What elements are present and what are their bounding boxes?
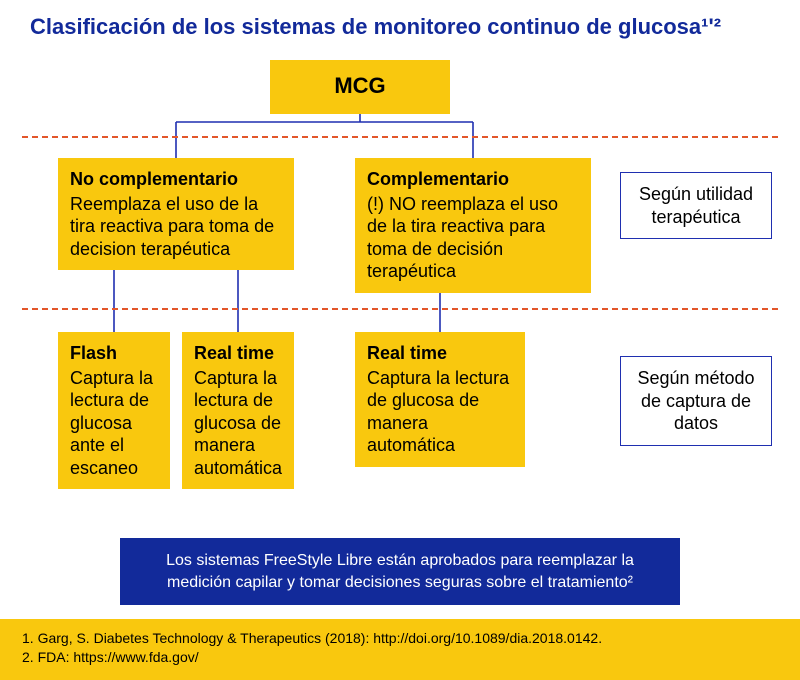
node-desc: (!) NO reemplaza el uso de la tira react… xyxy=(367,194,558,282)
node-title: No complementario xyxy=(70,168,282,191)
node-realtime-c: Real time Captura la lectura de glucosa … xyxy=(355,332,525,467)
node-desc: Captura la lectura de glucosa ante el es… xyxy=(70,368,153,478)
node-desc: Captura la lectura de glucosa de manera … xyxy=(367,368,509,456)
node-title: Complementario xyxy=(367,168,579,191)
node-title: Real time xyxy=(367,342,513,365)
side-label-text: Según método de captura de datos xyxy=(637,368,754,433)
note-text: Los sistemas FreeStyle Libre están aprob… xyxy=(166,552,634,591)
reference-line: 2. FDA: https://www.fda.gov/ xyxy=(22,648,778,668)
node-flash: Flash Captura la lectura de glucosa ante… xyxy=(58,332,170,489)
node-root: MCG xyxy=(270,60,450,114)
divider-row-1 xyxy=(22,136,778,138)
node-root-title: MCG xyxy=(280,72,440,100)
side-label-text: Según utilidad terapéutica xyxy=(639,184,753,227)
node-title: Flash xyxy=(70,342,158,365)
side-label-capture: Según método de captura de datos xyxy=(620,356,772,446)
node-complementario: Complementario (!) NO reemplaza el uso d… xyxy=(355,158,591,293)
node-realtime-nc: Real time Captura la lectura de glucosa … xyxy=(182,332,294,489)
note-box: Los sistemas FreeStyle Libre están aprob… xyxy=(120,538,680,605)
side-label-utility: Según utilidad terapéutica xyxy=(620,172,772,239)
diagram-canvas: Clasificación de los sistemas de monitor… xyxy=(0,0,800,680)
node-title: Real time xyxy=(194,342,282,365)
node-desc: Captura la lectura de glucosa de manera … xyxy=(194,368,282,478)
page-title: Clasificación de los sistemas de monitor… xyxy=(30,14,770,40)
node-no-complementario: No complementario Reemplaza el uso de la… xyxy=(58,158,294,270)
reference-line: 1. Garg, S. Diabetes Technology & Therap… xyxy=(22,629,778,649)
node-desc: Reemplaza el uso de la tira reactiva par… xyxy=(70,194,274,259)
references-footer: 1. Garg, S. Diabetes Technology & Therap… xyxy=(0,619,800,680)
divider-row-2 xyxy=(22,308,778,310)
